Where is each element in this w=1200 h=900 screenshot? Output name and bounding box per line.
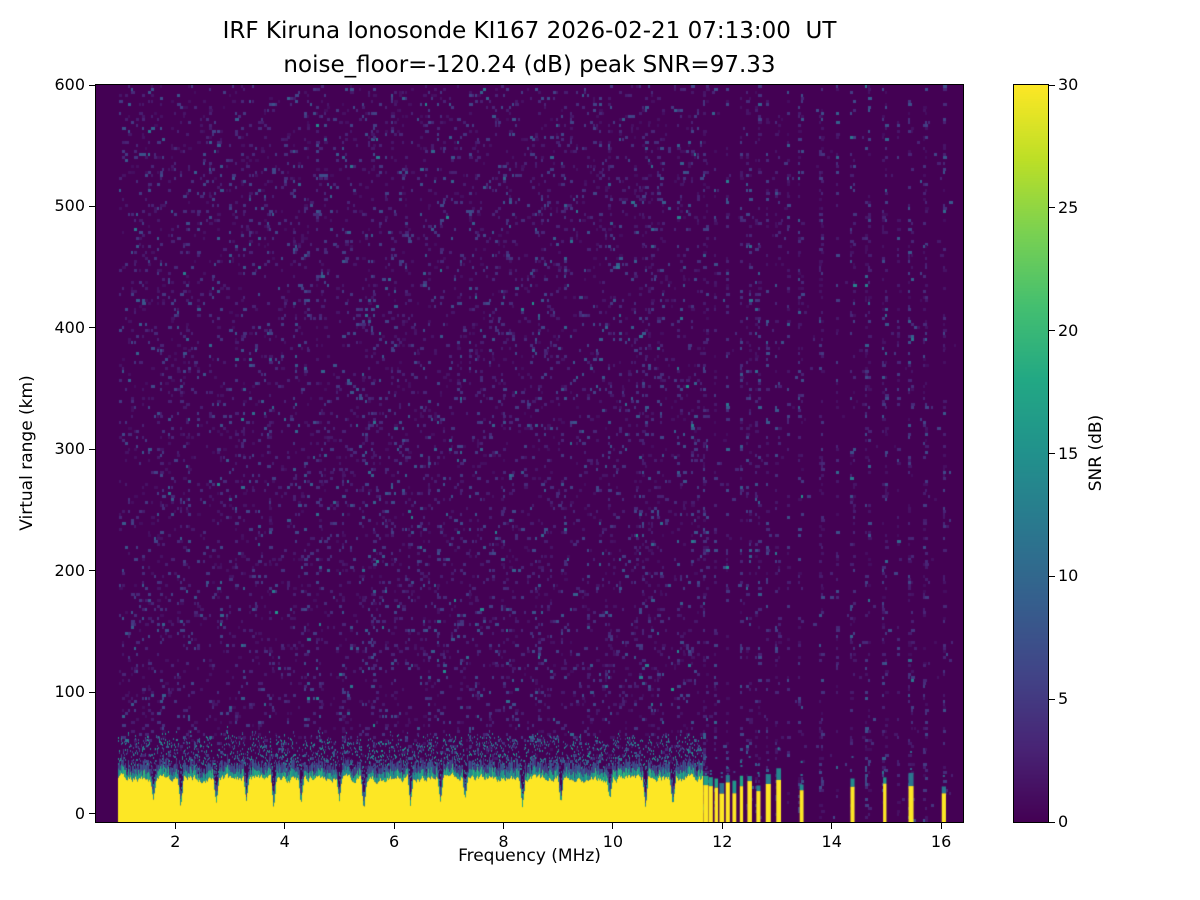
- x-tick-mark: [940, 823, 942, 829]
- y-tick-mark: [89, 813, 95, 814]
- x-tick-mark: [393, 823, 395, 829]
- colorbar-tick-mark: [1049, 698, 1055, 700]
- x-tick-mark: [721, 823, 723, 829]
- x-tick-label: 2: [170, 832, 181, 851]
- colorbar-tick-mark: [1049, 453, 1055, 454]
- colorbar-tick-label: 20: [1058, 320, 1079, 340]
- x-tick-mark: [174, 823, 176, 829]
- y-tick-label: 300: [54, 439, 85, 459]
- x-tick-mark: [831, 823, 833, 829]
- y-tick-mark: [89, 205, 95, 207]
- x-tick-label: 4: [279, 832, 290, 851]
- x-tick-mark: [612, 823, 614, 829]
- y-tick-label: 500: [54, 196, 85, 216]
- x-tick-mark: [503, 823, 505, 829]
- colorbar-gradient-canvas: [1014, 85, 1048, 822]
- ionogram-heatmap-canvas: [96, 85, 963, 822]
- chart-subtitle: noise_floor=-120.24 (dB) peak SNR=97.33: [283, 52, 776, 78]
- x-tick-label: 12: [712, 832, 733, 851]
- colorbar-tick-mark: [1049, 575, 1055, 577]
- x-axis-label: Frequency (MHz): [458, 846, 601, 866]
- colorbar-tick-mark: [1049, 84, 1055, 86]
- y-tick-mark: [89, 691, 95, 693]
- x-tick-label: 8: [498, 832, 509, 851]
- y-tick-label: 600: [54, 75, 85, 94]
- colorbar-tick-label: 30: [1058, 75, 1079, 94]
- x-tick-label: 6: [389, 832, 400, 851]
- colorbar-tick-label: 25: [1058, 197, 1079, 217]
- colorbar: [1013, 84, 1049, 823]
- x-tick-mark: [284, 823, 286, 829]
- y-tick-mark: [89, 570, 95, 572]
- x-tick-label: 10: [602, 832, 624, 851]
- colorbar-tick-label: 10: [1058, 566, 1079, 586]
- y-tick-mark: [89, 327, 95, 329]
- chart-title: IRF Kiruna Ionosonde KI167 2026-02-21 07…: [222, 18, 837, 44]
- y-tick-label: 0: [74, 803, 85, 823]
- colorbar-tick-mark: [1049, 821, 1055, 823]
- x-tick-label: 16: [930, 832, 952, 851]
- plot-area: [95, 84, 964, 823]
- y-tick-label: 400: [54, 317, 85, 337]
- colorbar-tick-label: 15: [1058, 443, 1079, 463]
- y-tick-mark: [89, 84, 95, 86]
- colorbar-tick-mark: [1049, 330, 1055, 332]
- colorbar-label: SNR (dB): [1086, 414, 1106, 492]
- colorbar-tick-label: 5: [1058, 689, 1069, 709]
- y-tick-label: 200: [54, 560, 85, 580]
- y-tick-label: 100: [54, 682, 85, 702]
- colorbar-tick-label: 0: [1058, 812, 1069, 831]
- x-tick-label: 14: [821, 832, 842, 851]
- colorbar-tick-mark: [1049, 207, 1055, 209]
- y-tick-mark: [89, 448, 95, 450]
